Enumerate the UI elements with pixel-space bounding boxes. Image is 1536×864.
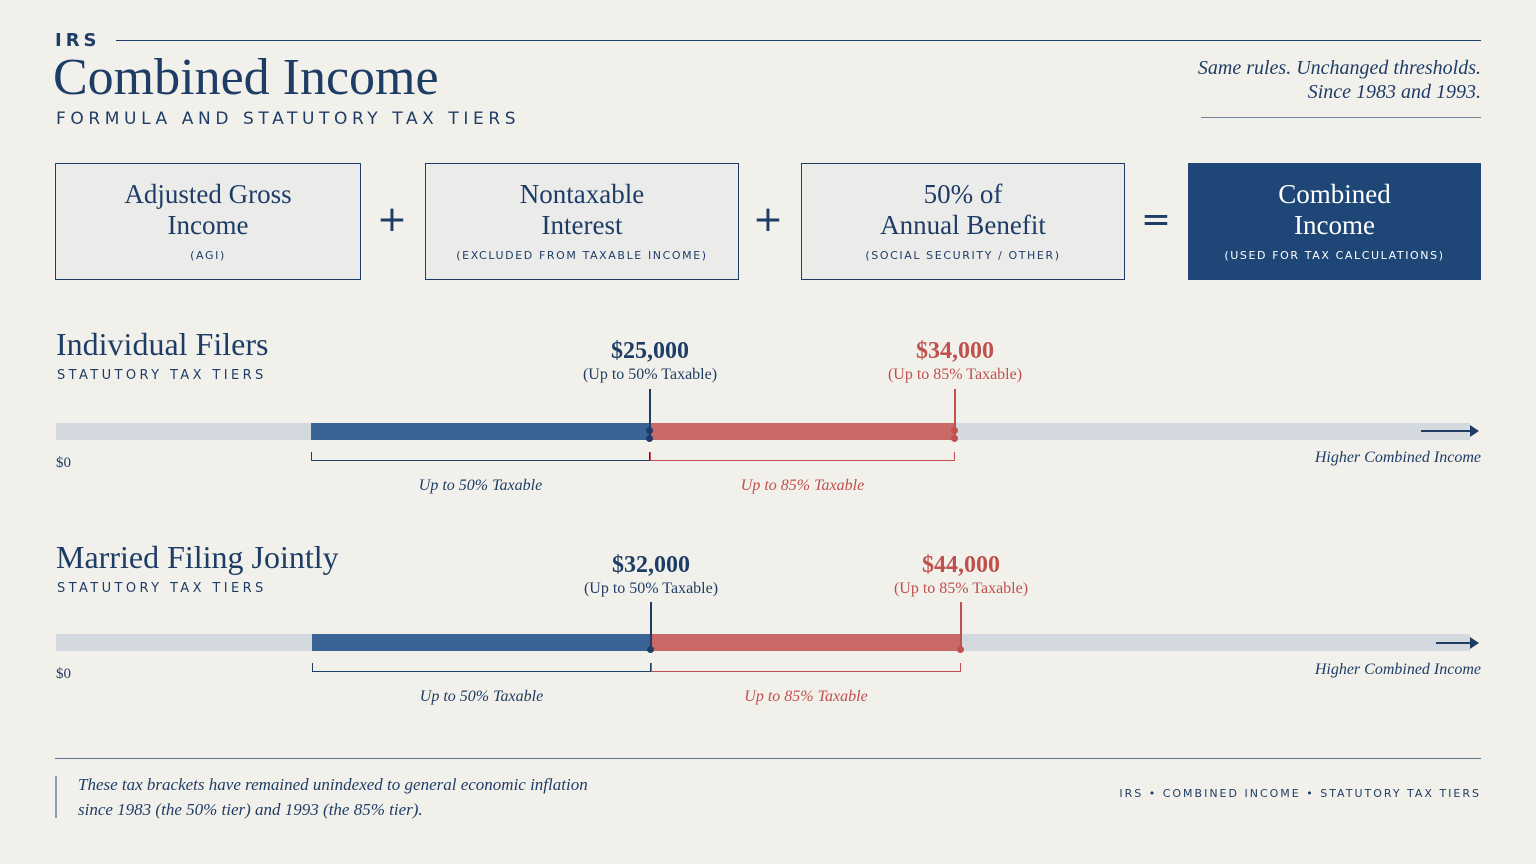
tier2-marker-line bbox=[954, 389, 956, 439]
formula-box-sub: (EXCLUDED FROM TAXABLE INCOME) bbox=[456, 249, 708, 262]
threshold-note: (Up to 50% Taxable) bbox=[582, 366, 718, 383]
axis-arrow-line bbox=[1421, 430, 1471, 432]
tier2-bracket-label: Up to 85% Taxable bbox=[740, 477, 865, 494]
formula-box-sub: (AGI) bbox=[190, 249, 226, 262]
tier1-bracket-label: Up to 50% Taxable bbox=[419, 688, 544, 705]
tier1-segment bbox=[312, 634, 651, 651]
threshold-label-tier2: $44,000 (Up to 85% Taxable) bbox=[861, 551, 1061, 599]
formula-box-sub: (SOCIAL SECURITY / OTHER) bbox=[865, 249, 1061, 262]
axis-zero-label: $0 bbox=[56, 455, 71, 471]
axis-end-label: Higher Combined Income bbox=[1314, 449, 1481, 466]
formula-box-title-line: Combined bbox=[1278, 179, 1391, 209]
footer-note-line: These tax brackets have remained unindex… bbox=[78, 775, 588, 794]
section-title-individual: Individual Filers bbox=[56, 326, 269, 362]
arrow-right-icon bbox=[1470, 425, 1479, 437]
tier2-marker-dot bbox=[957, 646, 964, 653]
threshold-note: (Up to 85% Taxable) bbox=[887, 366, 1023, 383]
tier1-bracket bbox=[311, 452, 650, 461]
formula-box-title-line: Income bbox=[167, 210, 249, 240]
tier2-marker-dot bbox=[951, 435, 958, 442]
formula-box-title: Nontaxable Interest bbox=[426, 179, 738, 241]
section-subtitle-individual: STATUTORY TAX TIERS bbox=[57, 368, 267, 383]
threshold-label-tier1: $25,000 (Up to 50% Taxable) bbox=[550, 337, 750, 385]
formula-box-title-line: Interest bbox=[541, 210, 623, 240]
plus-operator: + bbox=[752, 199, 784, 240]
formula-box-title-line: 50% of bbox=[923, 179, 1003, 209]
tagline-line-1: Same rules. Unchanged thresholds. bbox=[1197, 57, 1481, 79]
tier1-bracket-label: Up to 50% Taxable bbox=[418, 477, 543, 494]
footer-meta: IRS • COMBINED INCOME • STATUTORY TAX TI… bbox=[1119, 787, 1481, 800]
plus-operator: + bbox=[376, 199, 408, 240]
tier1-marker-line bbox=[649, 389, 651, 439]
footer-note-line: since 1983 (the 50% tier) and 1993 (the … bbox=[78, 800, 423, 819]
formula-box-title-line: Adjusted Gross bbox=[124, 179, 292, 209]
formula-box-combined-income: Combined Income (USED FOR TAX CALCULATIO… bbox=[1188, 163, 1481, 280]
section-title-married: Married Filing Jointly bbox=[56, 539, 339, 575]
tier2-bracket bbox=[650, 452, 955, 461]
threshold-amount: $32,000 bbox=[612, 552, 690, 578]
tier1-marker-line bbox=[650, 602, 652, 650]
formula-box-title-line: Income bbox=[1294, 210, 1375, 240]
formula-box-sub: (USED FOR TAX CALCULATIONS) bbox=[1224, 249, 1445, 262]
footer-rule bbox=[55, 758, 1481, 759]
axis-arrow-line bbox=[1436, 642, 1471, 644]
section-subtitle-married: STATUTORY TAX TIERS bbox=[57, 581, 267, 596]
tier1-marker-dot bbox=[646, 427, 653, 434]
footer-quote-bar bbox=[55, 776, 57, 818]
formula-box-nontaxable-interest: Nontaxable Interest (EXCLUDED FROM TAXAB… bbox=[425, 163, 739, 280]
formula-box-agi: Adjusted Gross Income (AGI) bbox=[55, 163, 361, 280]
threshold-amount: $44,000 bbox=[922, 552, 1000, 578]
tier1-bracket bbox=[312, 663, 651, 672]
threshold-label-tier2: $34,000 (Up to 85% Taxable) bbox=[855, 337, 1055, 385]
formula-box-title: Combined Income bbox=[1189, 179, 1480, 241]
tagline: Same rules. Unchanged thresholds. Since … bbox=[1198, 56, 1481, 104]
page-title: Combined Income bbox=[53, 49, 439, 106]
formula-box-title: Adjusted Gross Income bbox=[56, 179, 360, 241]
axis-end-label: Higher Combined Income bbox=[1314, 661, 1481, 678]
tagline-rule bbox=[1201, 117, 1481, 118]
formula-box-annual-benefit: 50% of Annual Benefit (SOCIAL SECURITY /… bbox=[801, 163, 1125, 280]
formula-box-title: 50% of Annual Benefit bbox=[802, 179, 1124, 241]
tier1-marker-dot bbox=[647, 646, 654, 653]
tagline-line-2: Since 1983 and 1993. bbox=[1307, 81, 1481, 103]
threshold-note: (Up to 85% Taxable) bbox=[893, 580, 1029, 597]
threshold-note: (Up to 50% Taxable) bbox=[583, 580, 719, 597]
threshold-amount: $34,000 bbox=[916, 338, 994, 364]
header-rule bbox=[116, 40, 1481, 41]
tier2-bracket bbox=[651, 663, 961, 672]
formula-box-title-line: Nontaxable bbox=[519, 179, 645, 209]
tier1-segment bbox=[311, 423, 650, 440]
tier2-segment bbox=[650, 423, 955, 440]
header-kicker: IRS bbox=[55, 30, 101, 51]
threshold-label-tier1: $32,000 (Up to 50% Taxable) bbox=[551, 551, 751, 599]
threshold-amount: $25,000 bbox=[611, 338, 689, 364]
footer-note: These tax brackets have remained unindex… bbox=[78, 772, 678, 822]
tier2-segment bbox=[651, 634, 961, 651]
formula-box-title-line: Annual Benefit bbox=[880, 210, 1046, 240]
tier2-bracket-label: Up to 85% Taxable bbox=[744, 688, 868, 705]
equals-operator: = bbox=[1140, 199, 1172, 240]
arrow-right-icon bbox=[1470, 637, 1479, 649]
page-subtitle: FORMULA AND STATUTORY TAX TIERS bbox=[56, 109, 521, 129]
axis-zero-label: $0 bbox=[56, 666, 71, 682]
tier2-marker-dot bbox=[951, 427, 958, 434]
tier1-marker-dot bbox=[646, 435, 653, 442]
tier2-marker-line bbox=[960, 602, 962, 650]
